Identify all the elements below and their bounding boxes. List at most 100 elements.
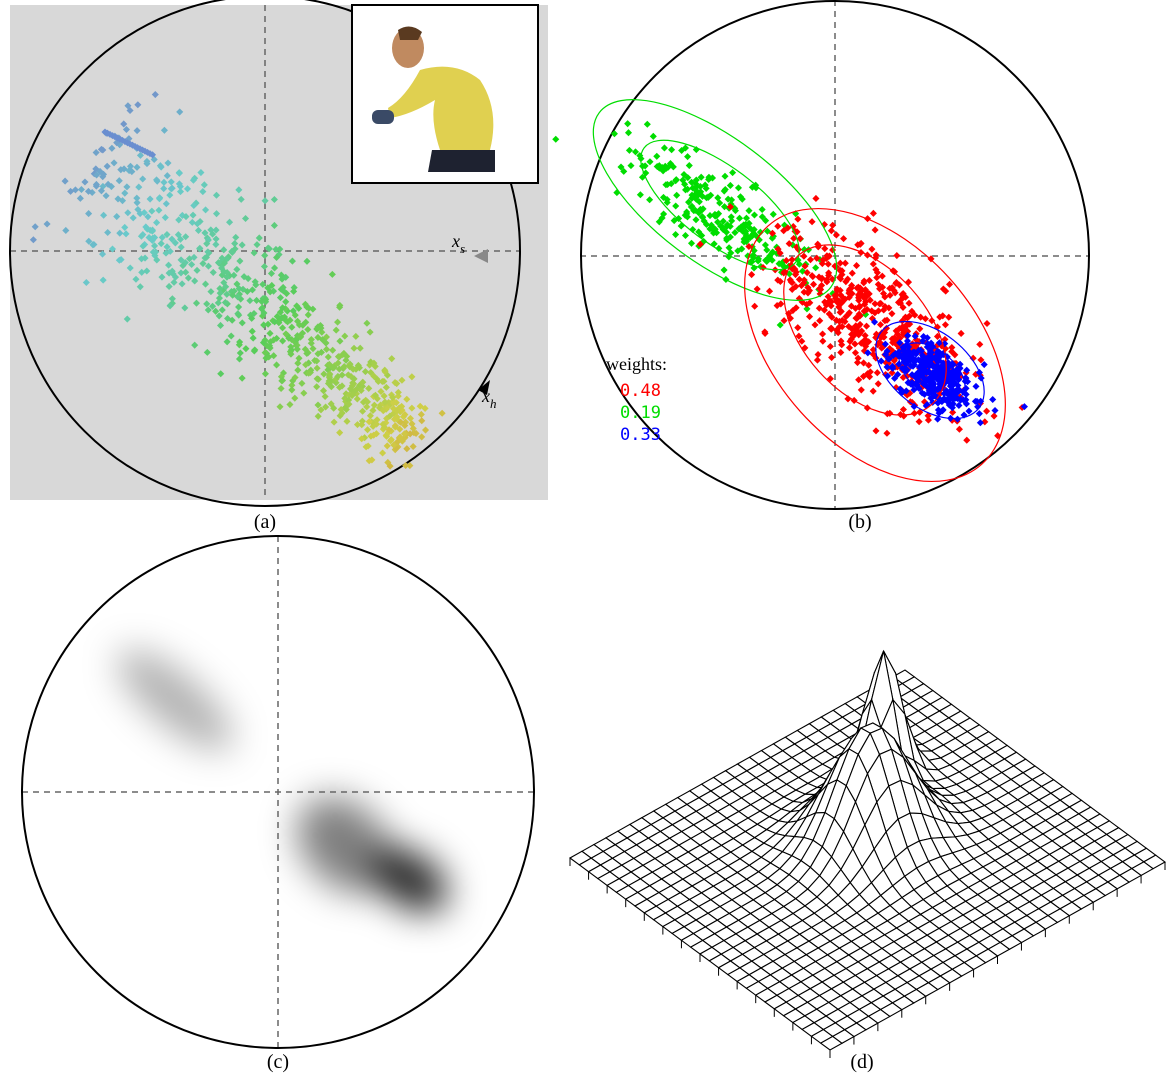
point: [807, 256, 814, 263]
weight-value: 0.48: [620, 381, 661, 401]
point: [828, 227, 835, 234]
point: [888, 310, 895, 317]
ellipse: [562, 63, 868, 337]
caption: (b): [848, 511, 871, 533]
point: [682, 232, 689, 239]
point: [958, 330, 965, 337]
point: [684, 153, 691, 160]
point: [945, 314, 952, 321]
panel-a: xs xh (a): [10, 0, 548, 533]
point: [673, 192, 680, 199]
point: [872, 226, 879, 233]
point: [828, 354, 835, 361]
point: [991, 407, 998, 414]
point: [875, 380, 882, 387]
point: [751, 303, 758, 310]
point: [893, 252, 900, 259]
point: [748, 271, 755, 278]
point: [627, 162, 634, 169]
point: [688, 240, 695, 247]
point: [976, 341, 983, 348]
point: [711, 240, 718, 247]
point: [661, 144, 668, 151]
point: [794, 324, 801, 331]
point: [637, 191, 644, 198]
panel-d: (d): [570, 651, 1165, 1073]
point: [819, 330, 826, 337]
point: [846, 344, 853, 351]
weights: 0.480.190.33: [620, 381, 661, 445]
point: [972, 383, 979, 390]
point: [863, 323, 870, 330]
point: [721, 267, 728, 274]
point: [624, 120, 631, 127]
point: [853, 262, 860, 269]
point: [991, 413, 998, 420]
point: [840, 235, 847, 242]
point: [626, 147, 633, 154]
point: [815, 351, 822, 358]
figure: xs xh (a) weights: 0.480.190.33 (b) (c) …: [0, 0, 1170, 1080]
point: [729, 169, 736, 176]
point: [905, 279, 912, 286]
point: [810, 281, 817, 288]
inset-image: [352, 5, 538, 183]
point: [650, 133, 657, 140]
weight-value: 0.33: [620, 425, 661, 445]
point: [916, 418, 923, 425]
point: [806, 313, 813, 320]
point: [963, 437, 970, 444]
point: [814, 357, 821, 364]
point: [858, 386, 865, 393]
point: [905, 300, 912, 307]
point: [766, 288, 773, 295]
point: [668, 146, 675, 153]
point: [721, 173, 728, 180]
point: [774, 223, 781, 230]
point: [874, 369, 881, 376]
point: [770, 211, 777, 218]
point: [812, 264, 819, 271]
point: [883, 430, 890, 437]
point: [552, 136, 559, 143]
weight-value: 0.19: [620, 403, 661, 423]
point: [925, 417, 932, 424]
point: [745, 207, 752, 214]
point: [751, 211, 758, 218]
point: [759, 206, 766, 213]
panel-b: weights: 0.480.190.33 (b): [552, 0, 1090, 533]
point: [955, 402, 962, 409]
point: [819, 338, 826, 345]
surface-mesh: [570, 651, 1165, 1058]
point: [821, 245, 828, 252]
point: [827, 325, 834, 332]
point: [646, 196, 653, 203]
point: [672, 202, 679, 209]
point: [837, 349, 844, 356]
point: [870, 388, 877, 395]
point: [809, 218, 816, 225]
panel-c: (c): [22, 536, 534, 1073]
caption: (d): [850, 1051, 873, 1073]
point: [686, 162, 693, 169]
ellipses: [562, 63, 1056, 531]
point: [870, 210, 877, 217]
point: [942, 321, 949, 328]
point: [692, 216, 699, 223]
point: [736, 215, 743, 222]
point: [956, 426, 963, 433]
caption: (c): [267, 1051, 289, 1073]
point: [868, 246, 875, 253]
point: [735, 184, 742, 191]
point: [672, 231, 679, 238]
point: [849, 270, 856, 277]
point: [644, 121, 651, 128]
point: [872, 427, 879, 434]
point: [989, 396, 996, 403]
point: [727, 182, 734, 189]
weights-title: weights:: [606, 354, 667, 374]
point: [653, 153, 660, 160]
point: [646, 158, 653, 165]
point: [678, 222, 685, 229]
point: [611, 130, 618, 137]
